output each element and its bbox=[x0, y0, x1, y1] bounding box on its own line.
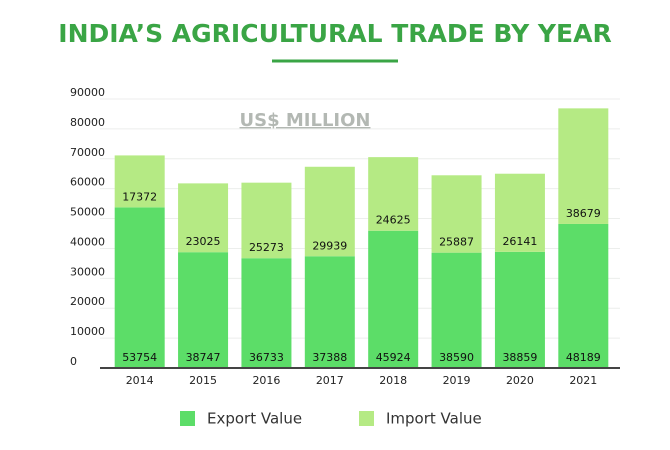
value-label: 26141 bbox=[502, 235, 537, 248]
bar-segment bbox=[558, 108, 609, 224]
y-tick-label: 10000 bbox=[70, 325, 105, 338]
legend-swatch bbox=[359, 411, 374, 426]
value-label: 24625 bbox=[376, 214, 411, 227]
legend-label: Export Value bbox=[207, 410, 302, 428]
y-tick-label: 70000 bbox=[70, 146, 105, 159]
value-label: 38679 bbox=[566, 207, 601, 220]
chart-subtitle: US$ MILLION bbox=[240, 110, 371, 131]
value-label: 17372 bbox=[122, 190, 157, 203]
value-label: 38590 bbox=[439, 351, 474, 364]
x-tick-label: 2018 bbox=[379, 374, 407, 387]
bar-segment bbox=[558, 223, 609, 368]
bar-segment bbox=[368, 230, 419, 368]
y-tick-label: 60000 bbox=[70, 176, 105, 189]
value-label: 38859 bbox=[502, 351, 537, 364]
x-tick-label: 2019 bbox=[443, 374, 471, 387]
value-label: 53754 bbox=[122, 351, 157, 364]
y-tick-label: 40000 bbox=[70, 235, 105, 248]
x-tick-label: 2016 bbox=[252, 374, 280, 387]
bar-segment bbox=[114, 155, 165, 208]
x-tick-label: 2015 bbox=[189, 374, 217, 387]
x-tick-label: 2020 bbox=[506, 374, 534, 387]
bar-segment bbox=[494, 251, 545, 368]
value-label: 29939 bbox=[312, 239, 347, 252]
bar-segment bbox=[114, 207, 165, 368]
bar-segment bbox=[241, 182, 292, 259]
bar-segment bbox=[178, 252, 229, 368]
bar-segment bbox=[494, 173, 545, 252]
y-tick-label: 0 bbox=[70, 355, 77, 368]
value-label: 23025 bbox=[186, 235, 221, 248]
value-label: 25273 bbox=[249, 241, 284, 254]
value-label: 37388 bbox=[312, 351, 347, 364]
bar-segment bbox=[304, 256, 355, 368]
bar-segment bbox=[431, 175, 482, 253]
x-tick-label: 2017 bbox=[316, 374, 344, 387]
value-label: 36733 bbox=[249, 351, 284, 364]
y-tick-label: 20000 bbox=[70, 295, 105, 308]
y-tick-label: 50000 bbox=[70, 206, 105, 219]
bar-segment bbox=[241, 258, 292, 368]
value-label: 25887 bbox=[439, 236, 474, 249]
legend-label: Import Value bbox=[386, 410, 482, 428]
value-label: 48189 bbox=[566, 351, 601, 364]
x-tick-label: 2021 bbox=[569, 374, 597, 387]
y-tick-label: 90000 bbox=[70, 86, 105, 99]
y-tick-label: 80000 bbox=[70, 116, 105, 129]
legend-swatch bbox=[180, 411, 195, 426]
bar-segment bbox=[431, 252, 482, 368]
x-tick-label: 2014 bbox=[126, 374, 154, 387]
y-tick-label: 30000 bbox=[70, 265, 105, 278]
chart-title: INDIA’S AGRICULTURAL TRADE BY YEAR bbox=[58, 19, 611, 48]
bar-segment bbox=[304, 166, 355, 257]
bar-segment bbox=[178, 183, 229, 253]
value-label: 45924 bbox=[376, 351, 411, 364]
bar-segment bbox=[368, 157, 419, 231]
value-label: 38747 bbox=[186, 351, 221, 364]
